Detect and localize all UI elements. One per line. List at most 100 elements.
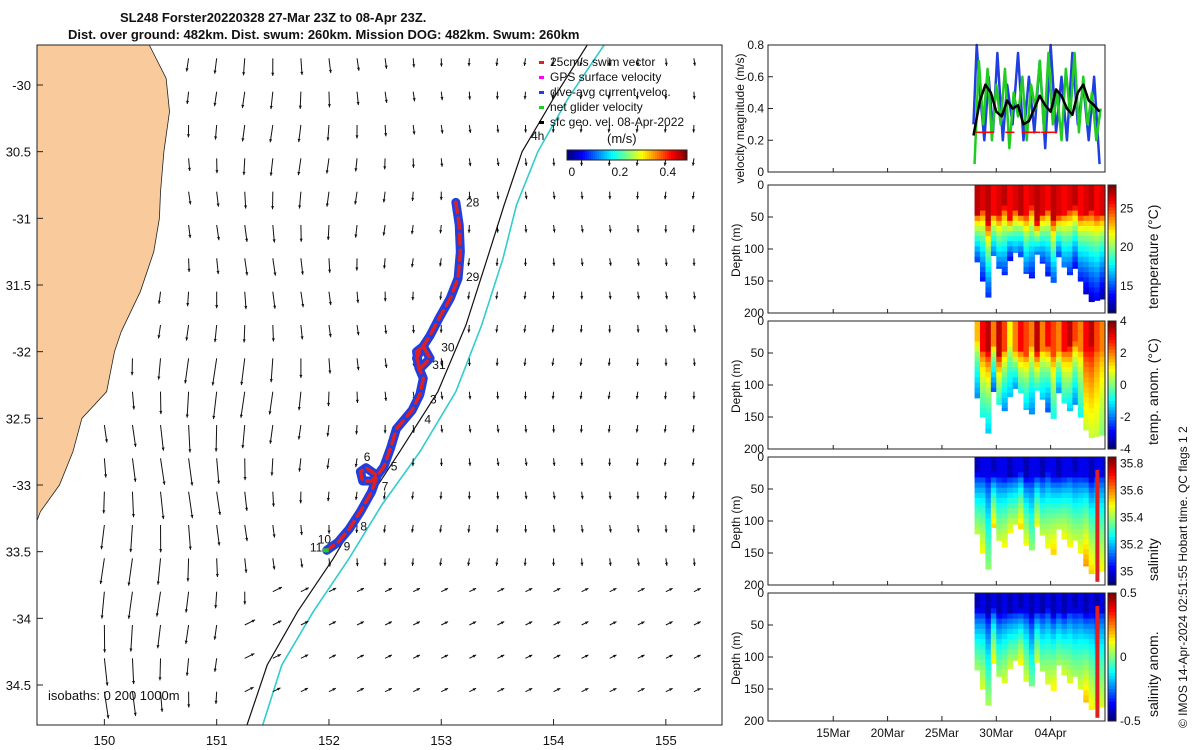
current-arrowhead (556, 588, 561, 592)
current-arrowhead (354, 496, 358, 501)
section-cell (1088, 633, 1095, 640)
section-colorbar-cell (1108, 644, 1116, 648)
section-cell (1034, 246, 1041, 253)
current-arrowhead (215, 170, 219, 174)
section-cell (1039, 185, 1046, 191)
current-arrowhead (411, 164, 415, 168)
section-cell (1045, 528, 1052, 535)
section-cell (979, 613, 987, 620)
section-cell (1001, 236, 1008, 242)
current-arrowhead (384, 330, 388, 334)
section-cell (1088, 351, 1095, 358)
current-arrowhead (693, 62, 697, 66)
section-cell (985, 644, 992, 650)
section-cell (1077, 674, 1084, 681)
section-cell (1001, 608, 1008, 615)
current-arrowhead (693, 329, 697, 333)
current-arrowhead (636, 262, 640, 266)
section-cell (1023, 680, 1030, 682)
section-cell (1023, 321, 1030, 327)
section-ytick-label: 50 (751, 346, 765, 360)
current-arrowhead (241, 104, 245, 109)
section-cell (979, 654, 987, 661)
current-arrowhead (641, 654, 645, 658)
section-cell (1077, 392, 1084, 399)
section-cell (1012, 508, 1019, 514)
current-arrowhead (297, 436, 301, 440)
section-colorbar-cell (1108, 420, 1116, 424)
section-cell (1072, 608, 1079, 615)
map-xtick-label: 153 (430, 733, 452, 748)
section-cell (1083, 225, 1090, 232)
current-arrow (159, 658, 162, 681)
section-cell (1023, 664, 1030, 671)
section-colorbar-tick: 25 (1120, 201, 1134, 215)
current-arrowhead (697, 621, 701, 625)
section-cell (1018, 482, 1025, 489)
section-cell (1001, 457, 1008, 463)
current-arrowhead (467, 362, 471, 367)
section-cell (1077, 482, 1084, 489)
section-cell (1094, 200, 1101, 207)
section-cell (1061, 467, 1068, 473)
section-cell (1072, 241, 1079, 248)
section-cell (1077, 644, 1084, 650)
section-colorbar-cell (1108, 300, 1116, 304)
section-cell (1034, 200, 1041, 207)
section-cell (1018, 503, 1025, 509)
section-cell (979, 669, 987, 676)
section-cell (1088, 669, 1095, 676)
section-cell (1066, 508, 1073, 514)
section-cell (1007, 623, 1014, 630)
section-cell (1007, 361, 1014, 368)
section-cell (1045, 669, 1052, 676)
current-arrowhead (127, 582, 131, 586)
section-cell (1050, 346, 1057, 353)
section-cell (1083, 292, 1090, 295)
section-cell (1077, 266, 1084, 273)
current-arrow (184, 358, 190, 384)
section-cell (990, 593, 997, 599)
section-cell (996, 377, 1003, 384)
section-cell (996, 477, 1003, 484)
section-colorbar-cell (1108, 549, 1116, 554)
section-cell (1028, 538, 1035, 545)
current-arrowhead (388, 621, 392, 625)
current-arrowhead (245, 507, 249, 511)
section-cell (1045, 639, 1052, 645)
section-cell (1077, 492, 1084, 499)
current-arrowhead (327, 530, 331, 534)
section-colorbar-cell (1108, 210, 1116, 215)
section-cell (1066, 649, 1073, 656)
section-cell (1034, 623, 1041, 630)
section-colorbar-cell (1108, 274, 1116, 279)
section-colorbar-label: salinity (1145, 538, 1161, 581)
section-cell (990, 618, 997, 625)
section-cell (1045, 654, 1052, 661)
section-cell (1023, 372, 1030, 378)
section-cell (974, 205, 981, 212)
section-ytick-label: 200 (744, 578, 764, 592)
current-arrowhead (664, 362, 668, 366)
section-cell (1050, 508, 1057, 514)
current-arrowhead (551, 95, 555, 100)
section-cell (996, 331, 1003, 337)
current-arrowhead (411, 495, 415, 500)
current-arrowhead (444, 621, 449, 625)
current-arrowhead (496, 462, 500, 466)
section-cell (1039, 633, 1046, 640)
section-cell (1061, 205, 1068, 212)
section-cell (1088, 695, 1095, 702)
section-cell (1012, 477, 1019, 484)
current-arrowhead (692, 96, 696, 100)
section-cell (1034, 377, 1041, 384)
section-colorbar-cell (1108, 521, 1116, 525)
current-arrow (131, 691, 137, 716)
map-xtick-label: 151 (206, 733, 228, 748)
section-cell (974, 457, 981, 463)
section-cell (1094, 292, 1101, 299)
section-cell (1034, 210, 1041, 217)
section-cell (1050, 623, 1057, 630)
section-cell (1018, 220, 1025, 227)
current-arrowhead (692, 129, 696, 133)
